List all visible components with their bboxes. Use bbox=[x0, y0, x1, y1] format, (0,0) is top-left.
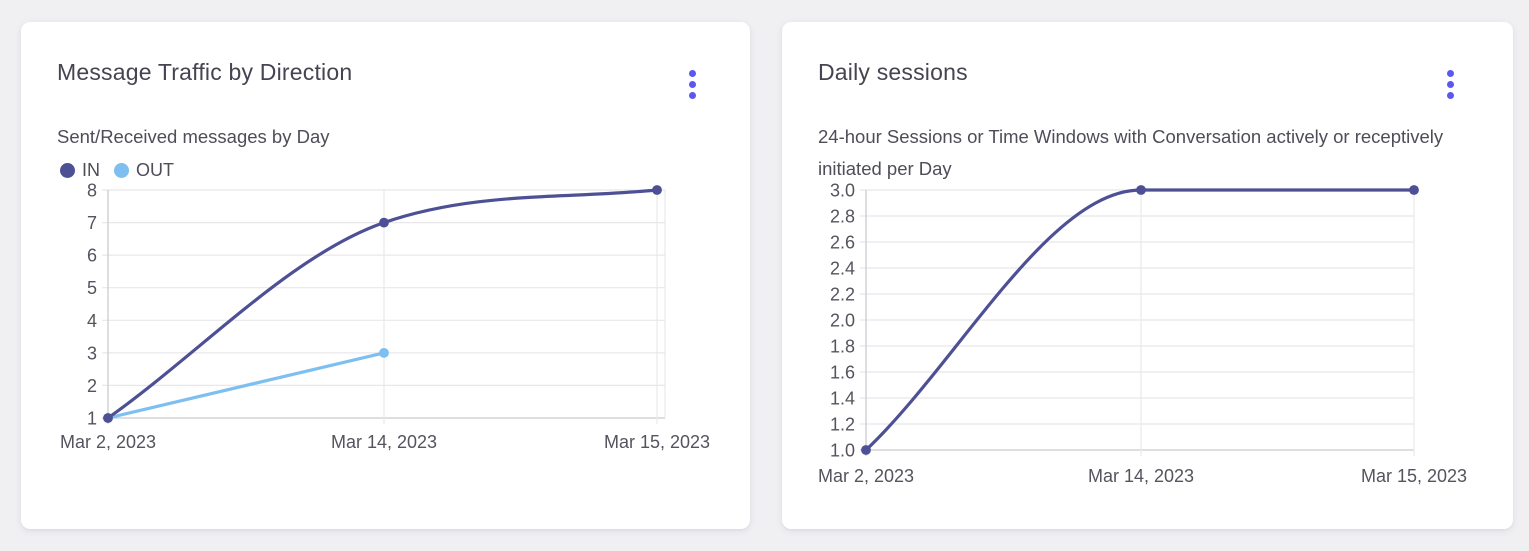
svg-text:Mar 15, 2023: Mar 15, 2023 bbox=[604, 432, 710, 452]
svg-text:1.8: 1.8 bbox=[830, 337, 855, 357]
kebab-menu-icon bbox=[688, 91, 696, 99]
kebab-menu-icon bbox=[1446, 91, 1454, 99]
card-subtitle: Sent/Received messages by Day bbox=[57, 126, 330, 147]
svg-text:2: 2 bbox=[87, 376, 97, 396]
card-subtitle: 24-hour Sessions or Time Windows with Co… bbox=[818, 126, 1444, 179]
svg-text:2.0: 2.0 bbox=[830, 311, 855, 331]
chart-legend: IN OUT bbox=[60, 160, 174, 181]
svg-text:6: 6 bbox=[87, 246, 97, 266]
kebab-menu-icon bbox=[688, 80, 696, 88]
svg-text:Mar 15, 2023: Mar 15, 2023 bbox=[1361, 466, 1467, 486]
card-menu-button[interactable] bbox=[1439, 64, 1461, 104]
svg-text:1.6: 1.6 bbox=[830, 363, 855, 383]
svg-text:2.2: 2.2 bbox=[830, 285, 855, 305]
legend-label: OUT bbox=[136, 160, 174, 180]
legend-label: IN bbox=[82, 160, 100, 180]
legend-item-out[interactable]: OUT bbox=[114, 160, 174, 181]
svg-text:1: 1 bbox=[87, 409, 97, 429]
kebab-menu-icon bbox=[688, 69, 696, 77]
svg-text:4: 4 bbox=[87, 311, 97, 331]
svg-text:Mar 14, 2023: Mar 14, 2023 bbox=[1088, 466, 1194, 486]
kebab-menu-icon bbox=[1446, 69, 1454, 77]
svg-text:2.6: 2.6 bbox=[830, 233, 855, 253]
svg-text:2.4: 2.4 bbox=[830, 259, 855, 279]
svg-text:5: 5 bbox=[87, 278, 97, 298]
svg-text:1.0: 1.0 bbox=[830, 441, 855, 461]
svg-text:Mar 14, 2023: Mar 14, 2023 bbox=[331, 432, 437, 452]
svg-text:1.2: 1.2 bbox=[830, 415, 855, 435]
message-traffic-card: Message Traffic by Direction Sent/Receiv… bbox=[21, 22, 750, 529]
card-menu-button[interactable] bbox=[681, 64, 703, 104]
svg-text:Mar 2, 2023: Mar 2, 2023 bbox=[818, 466, 914, 486]
card-title: Message Traffic by Direction bbox=[57, 59, 353, 85]
message-traffic-chart: 1 2 3 4 5 6 7 8 Mar 2, 2023 Mar 14, 2023 Mar 15, 2… bbox=[60, 182, 710, 452]
card-title: Daily sessions bbox=[818, 59, 968, 85]
daily-sessions-chart: 1.0 1.2 1.4 1.6 1.8 2.0 2.2 2.4 2.6 2.8 3.0 Mar 2, … bbox=[818, 182, 1467, 486]
legend-dot-icon bbox=[114, 163, 129, 178]
svg-text:8: 8 bbox=[87, 182, 97, 201]
svg-text:3.0: 3.0 bbox=[830, 182, 855, 201]
svg-text:3: 3 bbox=[87, 343, 97, 363]
svg-text:1.4: 1.4 bbox=[830, 389, 855, 409]
legend-item-in[interactable]: IN bbox=[60, 160, 100, 181]
daily-sessions-card: Daily sessions 24-hour Sessions or Time … bbox=[782, 22, 1513, 529]
svg-text:2.8: 2.8 bbox=[830, 207, 855, 227]
kebab-menu-icon bbox=[1446, 80, 1454, 88]
svg-text:7: 7 bbox=[87, 213, 97, 233]
legend-dot-icon bbox=[60, 163, 75, 178]
svg-text:Mar 2, 2023: Mar 2, 2023 bbox=[60, 432, 156, 452]
